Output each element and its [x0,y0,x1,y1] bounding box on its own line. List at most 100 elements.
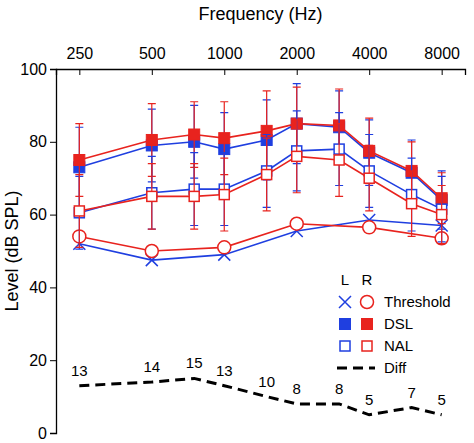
x-tick: 500 [139,45,166,75]
plot: 2505001000200040008000020406080100131415… [20,45,465,442]
error-bar [335,124,343,197]
point [407,199,417,209]
series-line [79,149,441,213]
y-axis-line [50,70,57,434]
data-label: 10 [258,373,275,390]
y-tick-mark [50,433,56,434]
x-tick-mark [442,69,443,75]
data-label: 8 [293,380,301,397]
data-label: 15 [186,354,203,371]
y-tick: 40 [29,279,56,296]
y-tick-mark [50,69,56,70]
y-axis: 020406080100 [20,61,56,442]
x-tick-label: 500 [139,45,166,62]
y-tick-label: 40 [29,279,47,296]
point [219,133,230,144]
legend-header: R [362,271,373,288]
data-label: 5 [365,391,373,408]
point [363,221,376,234]
error-bar [75,175,83,248]
x-tick-mark [152,69,153,75]
point [292,151,302,161]
point [364,173,374,183]
x-tick: 2000 [279,45,315,75]
point [189,129,200,140]
point [290,217,303,230]
point [189,191,199,201]
point [147,191,157,201]
x-axis-line [57,70,466,76]
data-label: 14 [143,358,160,375]
data-label: 7 [407,384,415,401]
point [74,155,85,166]
legend-label: DSL [384,315,413,332]
error-bar [148,156,156,229]
point [219,190,229,200]
legend-header: L [341,271,349,288]
point [146,134,157,145]
series-line [79,224,441,251]
chart: 2505001000200040008000020406080100131415… [0,0,474,443]
error-bar [365,145,373,211]
series [74,84,447,230]
series [73,214,447,266]
x-tick: 250 [66,45,93,75]
legend: LR Threshold DSL NAL Diff [337,271,451,376]
y-tick-label: 100 [20,61,47,78]
series [74,87,447,224]
x-tick-label: 1000 [207,45,243,62]
series [73,217,448,257]
x-tick-mark [79,69,80,75]
series [74,120,446,247]
x-tick-mark [297,69,298,75]
data-label: 13 [216,362,233,379]
y-tick-label: 20 [29,352,47,369]
marks [73,84,448,415]
series-line [79,220,441,260]
legend-symbol [340,319,351,330]
y-tick: 60 [29,206,56,223]
x-tick-label: 250 [66,45,93,62]
legend-symbol [361,296,374,309]
series-line [79,124,441,199]
data-labels: 13 14 15 13 10 8 8 5 7 5 [71,354,446,407]
legend-symbol [362,319,373,330]
point [334,155,344,165]
y-tick: 100 [20,61,56,78]
legend-symbol [337,367,375,370]
x-tick: 4000 [352,45,388,75]
x-axis: 2505001000200040008000 [57,45,466,75]
y-tick-label: 60 [29,206,47,223]
x-tick-label: 4000 [352,45,388,62]
y-tick-mark [50,215,56,216]
error-bar [293,120,301,193]
legend-symbol [340,341,350,351]
data-label: 13 [71,362,88,379]
error-bar [263,138,271,211]
y-axis-title: Level (dB SPL) [2,190,22,311]
legend-label: Threshold [384,293,451,310]
error-bar [408,171,416,237]
point [437,210,447,220]
legend-label: NAL [384,337,413,354]
data-label: 5 [437,391,445,408]
error-bar [190,164,198,230]
x-tick-label: 2000 [279,45,315,62]
data-label: 8 [335,380,343,397]
x-tick: 1000 [207,45,243,75]
x-tick-mark [369,69,370,75]
y-tick: 20 [29,352,56,369]
point [74,206,84,216]
y-tick-mark [50,142,56,143]
error-bar [220,158,228,231]
error-bar [148,164,156,230]
error-bar [438,185,446,243]
point [262,170,272,180]
point [218,241,231,254]
x-axis-title: Frequency (Hz) [198,4,322,24]
y-tick-label: 0 [38,425,47,442]
legend-symbol [339,296,351,308]
legend-label: Diff [384,359,407,376]
legend-symbol [362,341,372,351]
series-line [79,156,441,214]
